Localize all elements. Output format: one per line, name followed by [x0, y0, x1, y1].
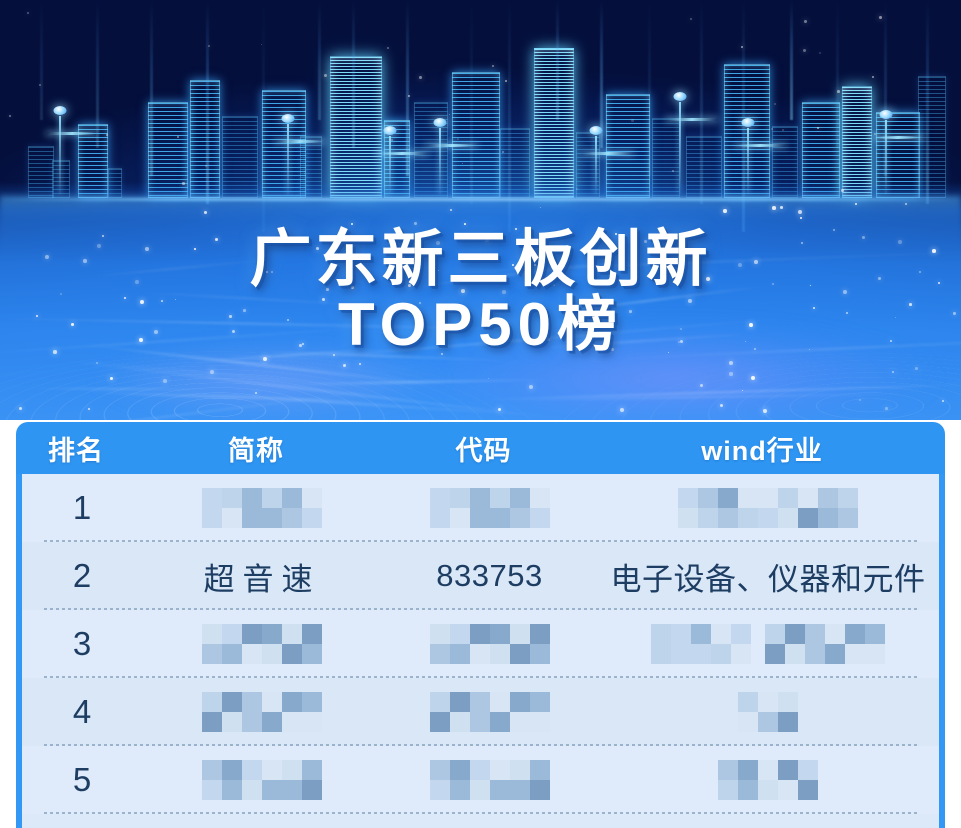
redacted-mosaic	[718, 760, 818, 800]
cell-rank: 5	[72, 761, 92, 798]
redacted-mosaic	[678, 488, 858, 528]
redacted-mosaic	[651, 624, 751, 664]
column-header-code[interactable]: 代码	[455, 435, 512, 466]
cell-code-redacted	[382, 624, 597, 664]
redacted-mosaic	[429, 692, 550, 732]
cell-name: 超音速	[203, 561, 321, 597]
table-row[interactable]: 3	[22, 610, 939, 678]
table-body: 1 2 超音速 833753 电子设备、仪器和元件 3 4 5	[16, 474, 945, 828]
cell-rank: 2	[72, 557, 92, 594]
cell-code-redacted	[382, 760, 597, 800]
redacted-mosaic	[202, 760, 322, 800]
table-row[interactable]: 4	[22, 678, 939, 746]
ranking-table: 排名 简称 代码 wind行业 1 2 超音速 833753 电子设备、仪器和元件 3 4 5	[16, 422, 945, 828]
cell-rank: 1	[72, 489, 92, 526]
purple-haze-right	[420, 300, 961, 420]
cell-code: 833753	[436, 558, 543, 593]
cell-code-redacted	[382, 692, 597, 732]
redacted-mosaic	[429, 760, 550, 800]
title-line-1: 广东新三板创新	[249, 225, 712, 294]
redacted-mosaic	[429, 488, 550, 528]
redacted-mosaic	[202, 488, 322, 528]
redacted-mosaic	[202, 624, 322, 664]
redacted-mosaic	[738, 692, 798, 732]
table-row[interactable]: 2 超音速 833753 电子设备、仪器和元件	[22, 542, 939, 610]
redacted-mosaic	[765, 624, 885, 664]
redacted-mosaic	[429, 624, 550, 664]
cell-rank: 3	[72, 625, 92, 662]
water-surface	[0, 182, 961, 420]
cell-rank: 4	[72, 693, 92, 730]
cell-name-redacted	[142, 488, 382, 528]
hero-banner: 广东新三板创新 TOP50榜	[0, 0, 961, 420]
cell-name-redacted	[142, 624, 382, 664]
column-header-rank[interactable]: 排名	[48, 435, 104, 466]
column-header-industry[interactable]: wind行业	[701, 435, 823, 466]
table-header-row: 排名 简称 代码 wind行业	[16, 422, 945, 474]
cell-industry-redacted	[597, 488, 939, 528]
cell-industry-redacted	[597, 692, 939, 732]
cell-name-redacted	[142, 692, 382, 732]
cell-name-redacted	[142, 760, 382, 800]
cell-industry-redacted	[597, 624, 939, 664]
redacted-mosaic	[202, 692, 322, 732]
poster-title: 广东新三板创新 TOP50榜	[0, 225, 961, 359]
cell-industry-redacted	[597, 760, 939, 800]
table-row[interactable]: 1	[22, 474, 939, 542]
column-header-name[interactable]: 简称	[228, 435, 284, 466]
title-line-2: TOP50榜	[338, 291, 623, 359]
cell-code-redacted	[382, 488, 597, 528]
table-row[interactable]: 5	[22, 746, 939, 814]
purple-haze-left	[60, 330, 480, 420]
cell-industry: 电子设备、仪器和元件	[610, 561, 926, 597]
